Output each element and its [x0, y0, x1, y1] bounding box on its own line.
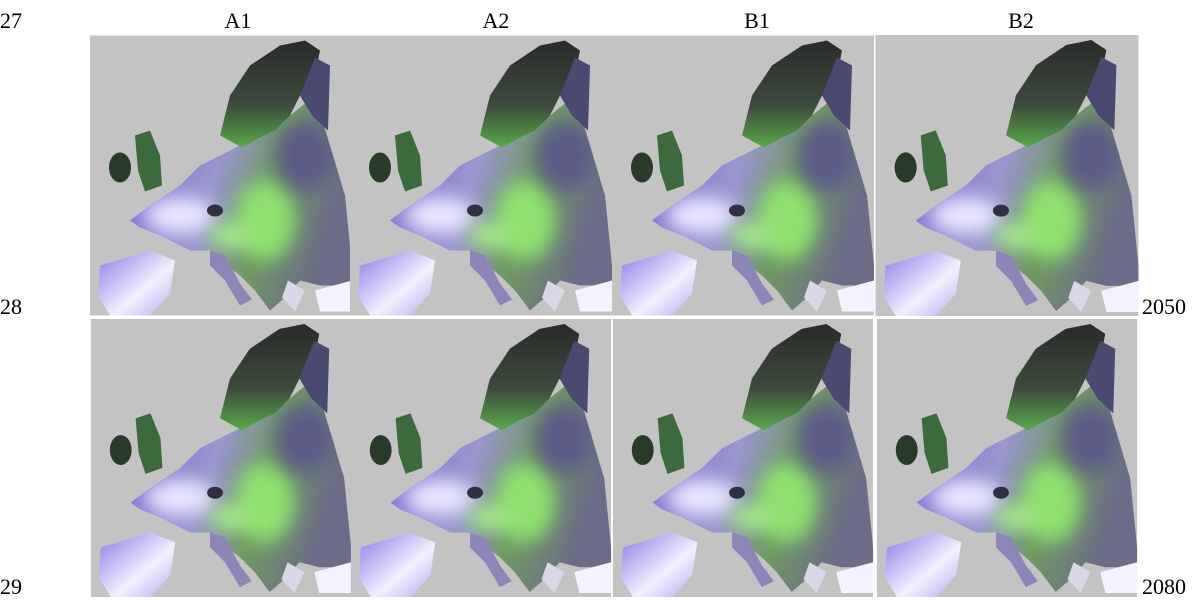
- column-label: A1: [225, 8, 252, 33]
- line-number: 27: [0, 8, 22, 33]
- row-label: 2050: [1142, 294, 1186, 319]
- map-panel: [613, 319, 873, 597]
- column-label: B2: [1008, 8, 1034, 33]
- row-label: 2080: [1142, 574, 1186, 599]
- map-panel: [90, 36, 352, 316]
- map-panel: [612, 36, 874, 316]
- line-number: 29: [0, 574, 22, 599]
- map-panel: [351, 319, 611, 597]
- figure: 27 28 29 A1 A2 B1 B2 2050 2080: [0, 0, 1196, 600]
- map-panel: [876, 35, 1139, 316]
- map-panel: [91, 319, 351, 597]
- map-panel: [877, 319, 1137, 597]
- column-label: B1: [744, 8, 770, 33]
- line-number: 28: [0, 294, 22, 319]
- column-label: A2: [483, 8, 510, 33]
- map-panel: [350, 36, 612, 316]
